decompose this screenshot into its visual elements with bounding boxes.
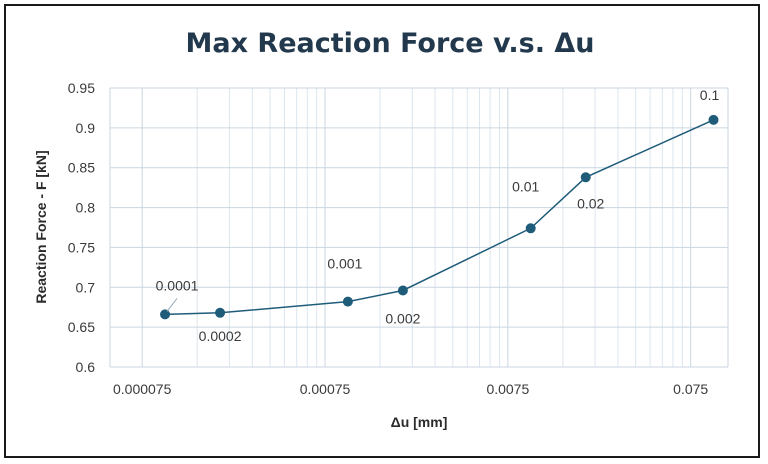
- x-tick-label: 0.00075: [300, 381, 351, 397]
- chart-title: Max Reaction Force v.s. Δu: [186, 28, 595, 59]
- chart-frame: [4, 4, 760, 458]
- x-tick-label: 0.075: [673, 381, 708, 397]
- tick-labels: 0.000075 0.00075 0.0075 0.075 0.6 0.65 0.7 0.75…: [68, 80, 709, 397]
- data-label: 0.01: [512, 178, 539, 194]
- y-tick-label: 0.8: [76, 200, 96, 216]
- data-label: 0.1: [700, 87, 720, 103]
- data-point: [342, 296, 353, 307]
- data-label: 0.0002: [199, 328, 242, 344]
- series-line: [165, 119, 714, 316]
- data-labels: 0.0001 0.0002 0.001 0.002 0.01 0.02 0.1: [156, 87, 720, 344]
- label-leader-line: [166, 298, 178, 312]
- data-label: 0.0001: [156, 277, 199, 293]
- minor-gridlines: [196, 88, 683, 367]
- major-gridlines: [109, 87, 729, 368]
- data-point: [160, 309, 171, 320]
- data-point: [215, 307, 226, 318]
- y-tick-label: 0.95: [68, 80, 95, 96]
- data-label: 0.001: [327, 256, 362, 272]
- data-point: [580, 172, 591, 183]
- data-label: 0.002: [385, 310, 420, 326]
- y-tick-label: 0.6: [76, 359, 96, 375]
- data-point: [397, 285, 408, 296]
- x-axis-label: Δu [mm]: [391, 414, 448, 430]
- y-tick-label: 0.65: [68, 319, 95, 335]
- data-point: [708, 114, 719, 125]
- y-axis-label: Reaction Force - F [kN]: [33, 150, 49, 303]
- series-layer: [160, 114, 719, 320]
- data-point: [525, 223, 536, 234]
- y-tick-label: 0.75: [68, 239, 95, 255]
- x-tick-label: 0.000075: [113, 381, 172, 397]
- y-tick-label: 0.7: [76, 279, 96, 295]
- x-tick-label: 0.0075: [486, 381, 529, 397]
- y-tick-label: 0.9: [76, 120, 96, 136]
- y-tick-label: 0.85: [68, 160, 95, 176]
- data-label: 0.02: [577, 195, 604, 211]
